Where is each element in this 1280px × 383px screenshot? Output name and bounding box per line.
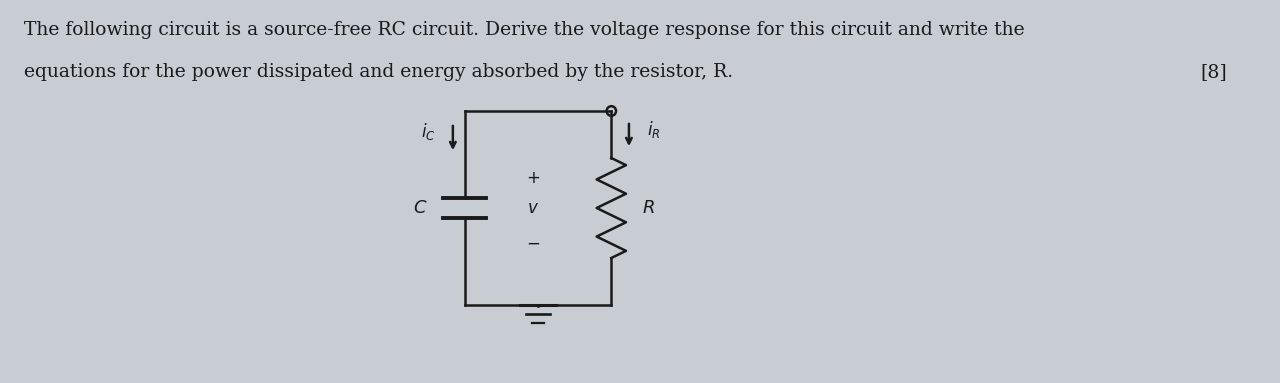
Text: [8]: [8] (1201, 63, 1228, 81)
Text: $i_R$: $i_R$ (646, 119, 660, 140)
Text: $+$: $+$ (526, 170, 540, 187)
Text: $-$: $-$ (526, 234, 540, 252)
Text: equations for the power dissipated and energy absorbed by the resistor, R.: equations for the power dissipated and e… (24, 63, 733, 81)
Text: The following circuit is a source-free RC circuit. Derive the voltage response f: The following circuit is a source-free R… (24, 21, 1025, 39)
Text: $R$: $R$ (643, 199, 655, 217)
Text: $i_C$: $i_C$ (421, 121, 435, 142)
Text: $v$: $v$ (527, 200, 539, 216)
Text: $C$: $C$ (413, 199, 428, 217)
